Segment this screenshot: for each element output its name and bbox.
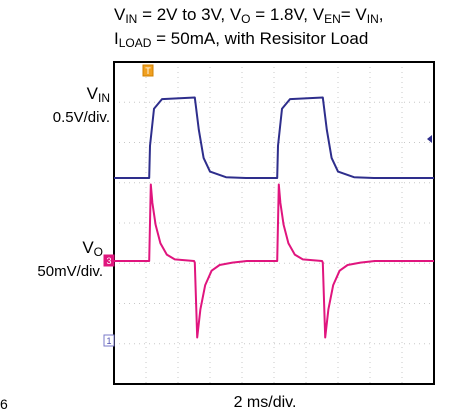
title-line-1-segment: IN [125, 12, 138, 26]
vo-channel-marker-text: 3 [106, 256, 111, 266]
title-line-1-segment: , [378, 5, 384, 24]
plot-traces [114, 96, 434, 339]
vin-channel-label: VIN 0.5V/div. [0, 84, 110, 127]
trigger-level-arrow [427, 135, 432, 143]
vin-trace [114, 96, 434, 179]
title-line-1-segment: IN [366, 12, 379, 26]
title-line-2-segment: LOAD [118, 36, 152, 50]
title-line-1-segment: = 1.8V, V [250, 5, 325, 24]
plot-frame [113, 61, 435, 385]
x-axis-scale-label: 2 ms/div. [233, 394, 297, 411]
title-line-1-segment: = V [340, 5, 367, 24]
vin-channel-marker-box [103, 334, 115, 347]
title-line-2-segment: = 50mA, with Resisitor Load [151, 29, 369, 48]
title-line-1-segment: = 2V to 3V, V [137, 5, 242, 24]
title-line-1-segment: O [241, 12, 251, 26]
plot-grid [114, 62, 434, 384]
title-line-1-segment: EN [324, 12, 341, 26]
vo-trace [114, 183, 434, 339]
trigger-marker-box [142, 64, 154, 77]
vo-channel-label: VO 50mV/div. [0, 238, 103, 281]
vo-channel-marker-box [103, 254, 115, 267]
vo-channel-scale: 50mV/div. [37, 263, 103, 280]
chart-title-line-1: VIN = 2V to 3V, VO = 1.8V, VEN= VIN, [114, 4, 454, 30]
corner-text: 6 [0, 396, 8, 412]
title-line-2-segment: I [114, 29, 119, 48]
title-line-1-segment: V [114, 5, 126, 24]
channel-markers: 3 1 T [103, 64, 432, 347]
vin-channel-marker-text: 1 [106, 336, 111, 346]
vin-channel-scale: 0.5V/div. [52, 109, 110, 126]
vo-channel-name: VO [82, 238, 103, 259]
trigger-marker-text: T [145, 66, 151, 76]
chart-title-line-2: ILOAD = 50mA, with Resisitor Load [114, 28, 454, 54]
vin-channel-name: VIN [86, 84, 110, 105]
